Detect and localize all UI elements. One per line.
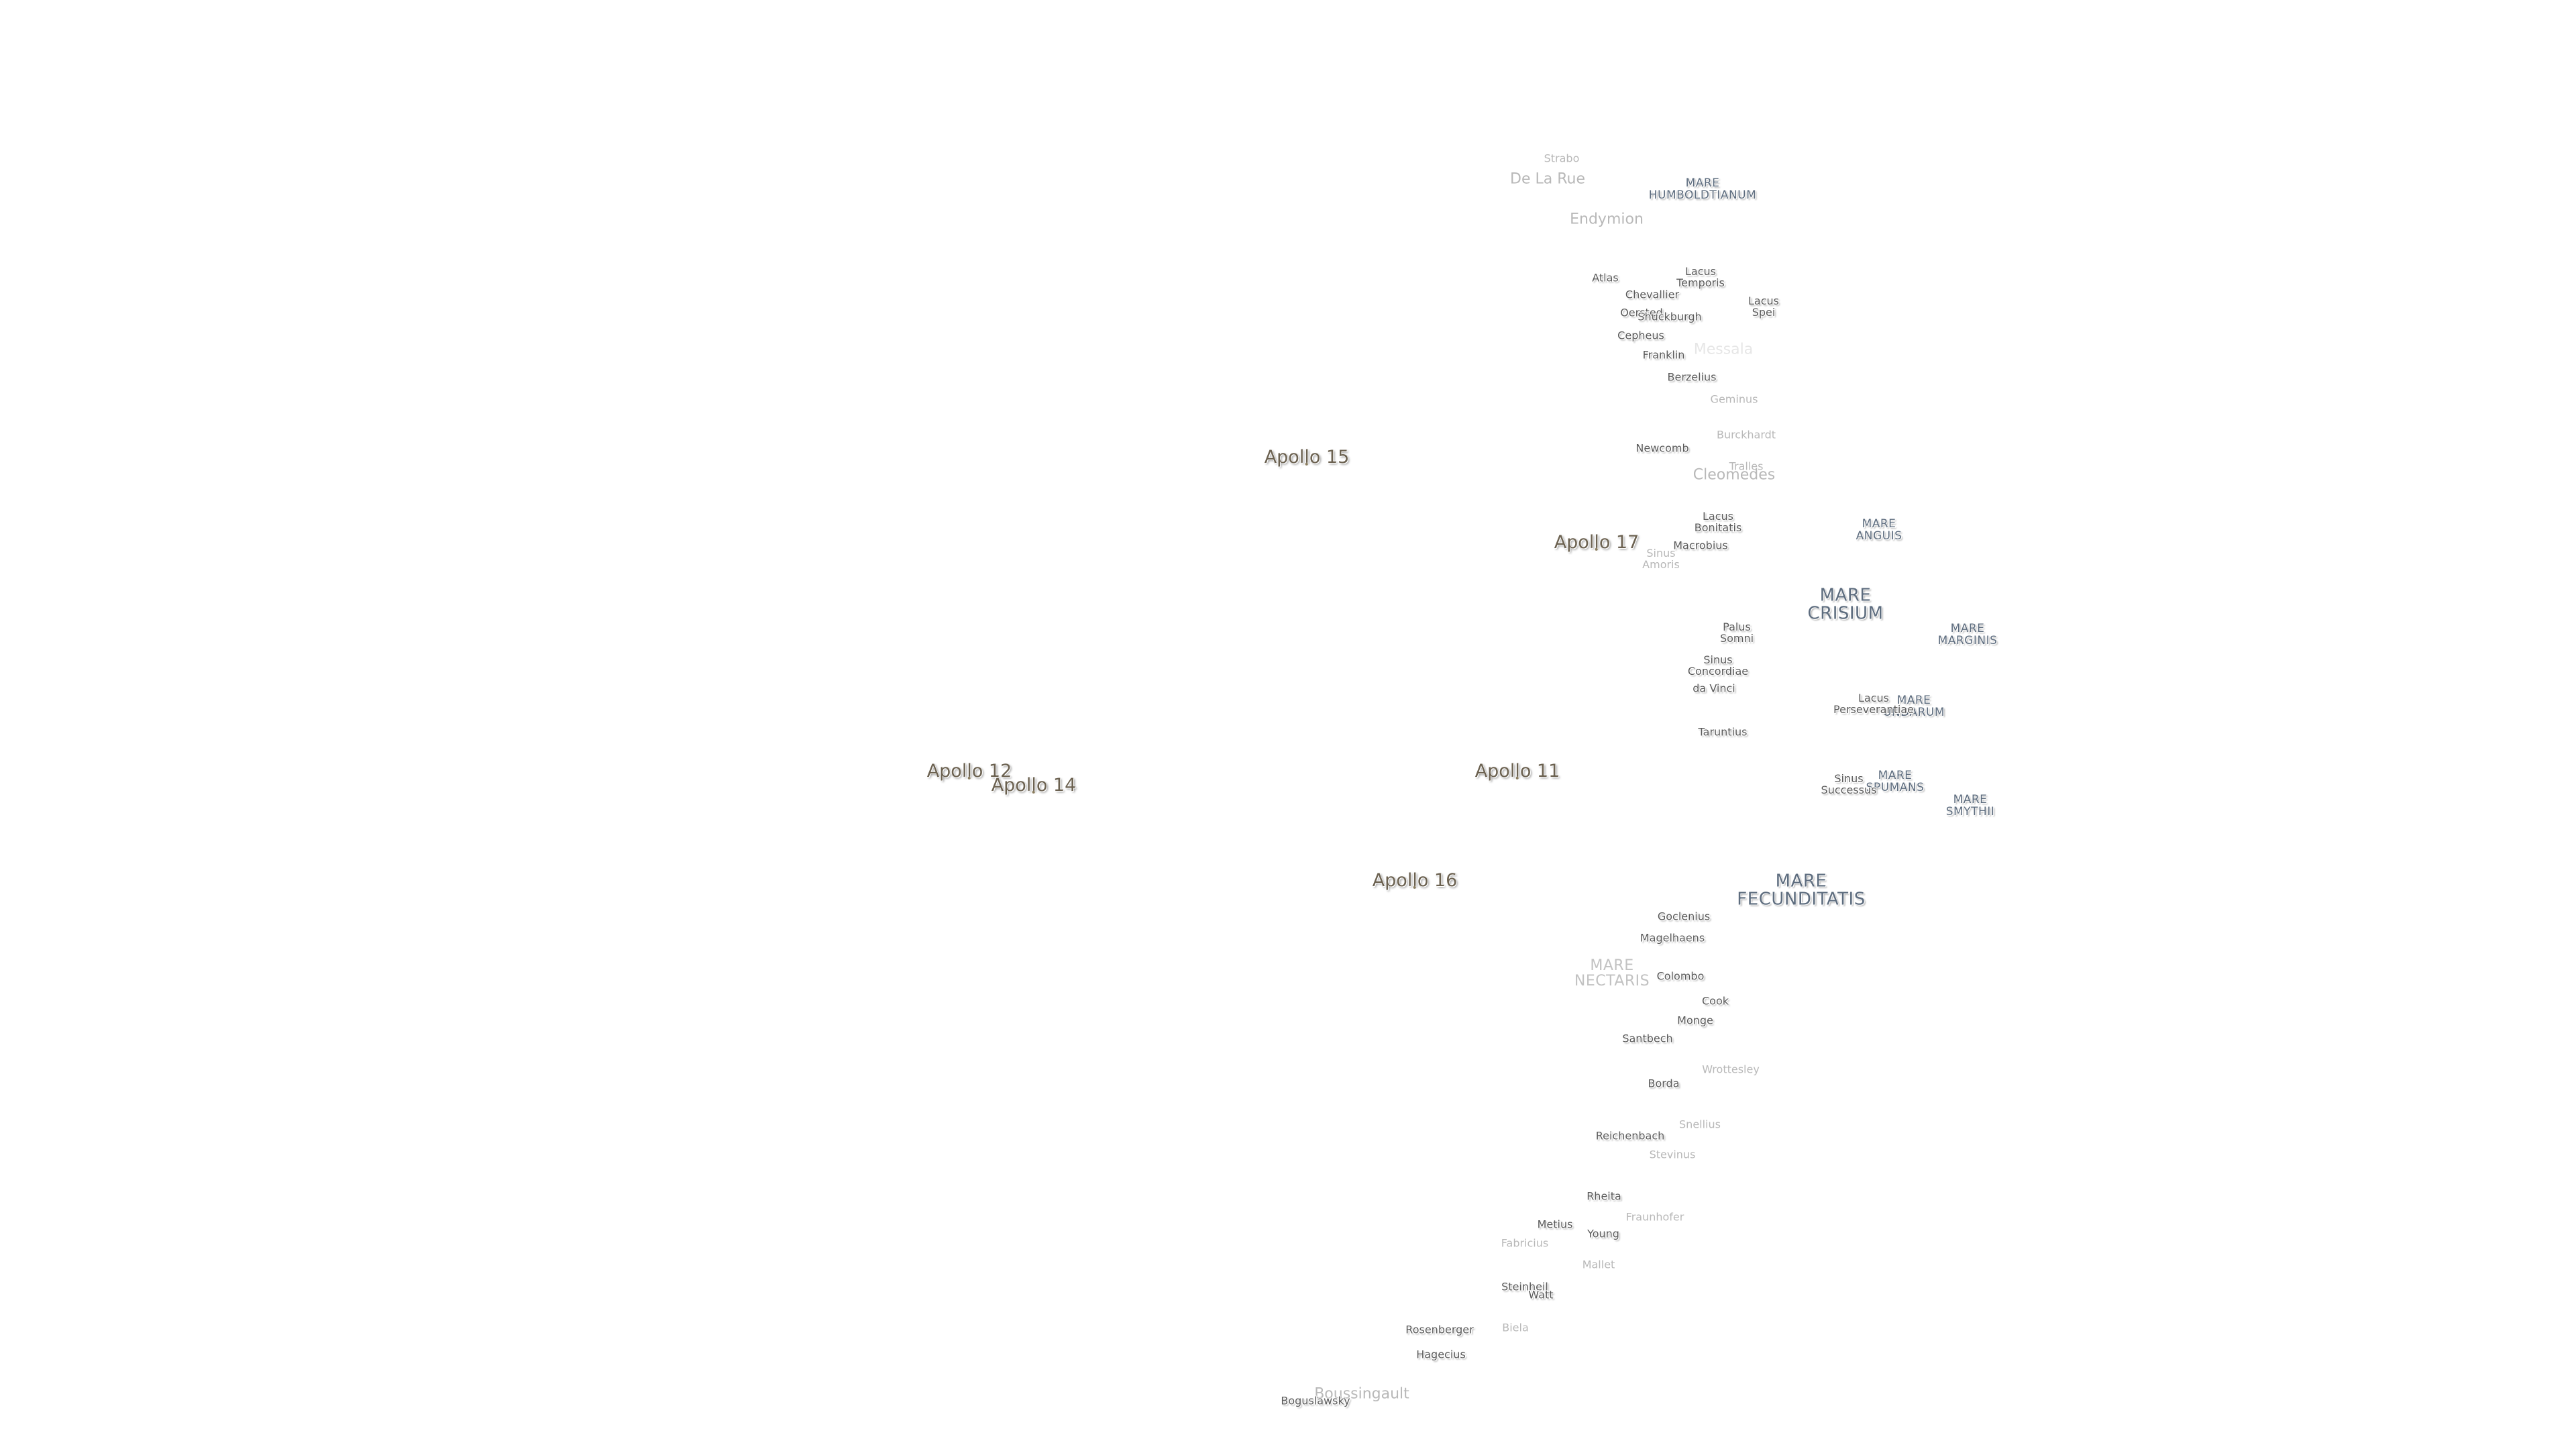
crater-atlas-label[interactable]: Atlas: [1592, 271, 1619, 284]
crater-mallet-label[interactable]: Mallet: [1582, 1258, 1615, 1271]
crater-hagecius-label[interactable]: Hagecius: [1416, 1348, 1466, 1361]
crater-biela-label[interactable]: Biela: [1502, 1321, 1529, 1334]
crater-shuckburgh-label[interactable]: Shuckburgh: [1638, 310, 1702, 323]
crater-cleomedes-label[interactable]: Cleomedes: [1693, 466, 1776, 484]
sinus-concordiae-label[interactable]: Sinus Concordiae: [1687, 653, 1749, 678]
mare-spumans-label[interactable]: MARE SPUMANS: [1866, 769, 1925, 794]
palus-somni-label[interactable]: Palus Somni: [1719, 621, 1754, 645]
crater-berzelius-label[interactable]: Berzelius: [1667, 370, 1717, 384]
crater-reichenbach-label[interactable]: Reichenbach: [1595, 1129, 1665, 1142]
crater-borda-label[interactable]: Borda: [1648, 1077, 1680, 1090]
apollo-17-label[interactable]: Apollo 17: [1554, 531, 1640, 553]
crater-da-vinci-label[interactable]: da Vinci: [1693, 682, 1735, 695]
crater-fabricius-label[interactable]: Fabricius: [1501, 1236, 1549, 1250]
mare-nectaris-label[interactable]: MARE NECTARIS: [1574, 957, 1650, 989]
crater-franklin-label[interactable]: Franklin: [1642, 348, 1685, 362]
lacus-perseverantiae-label[interactable]: Lacus Perseverantiae: [1833, 692, 1914, 716]
sinus-successus-label[interactable]: Sinus Successus: [1821, 772, 1877, 796]
crater-chevallier-label[interactable]: Chevallier: [1625, 288, 1680, 301]
lacus-bonitatis-label[interactable]: Lacus Bonitatis: [1694, 510, 1742, 534]
crater-messala-label[interactable]: Messala: [1693, 341, 1754, 358]
crater-metius-label[interactable]: Metius: [1537, 1218, 1573, 1231]
crater-taruntius-label[interactable]: Taruntius: [1698, 725, 1748, 739]
crater-watt-label[interactable]: Watt: [1528, 1288, 1554, 1301]
crater-burckhardt-label[interactable]: Burckhardt: [1716, 428, 1776, 441]
lacus-spei-label[interactable]: Lacus Spei: [1748, 294, 1779, 319]
crater-magelhaens-label[interactable]: Magelhaens: [1640, 931, 1705, 945]
crater-santbech-label[interactable]: Santbech: [1622, 1032, 1673, 1045]
lacus-temporis-label[interactable]: Lacus Temporis: [1676, 265, 1725, 289]
mare-humboldtianum-label[interactable]: MARE HUMBOLDTIANUM: [1648, 176, 1757, 202]
crater-newcomb-label[interactable]: Newcomb: [1635, 441, 1689, 455]
crater-wrottesley-label[interactable]: Wrottesley: [1702, 1063, 1760, 1076]
apollo-11-label[interactable]: Apollo 11: [1474, 760, 1560, 782]
apollo-15-label[interactable]: Apollo 15: [1264, 446, 1350, 468]
crater-boguslawsky-label[interactable]: Boguslawsky: [1281, 1394, 1350, 1407]
apollo-16-label[interactable]: Apollo 16: [1372, 869, 1458, 891]
crater-rheita-label[interactable]: Rheita: [1587, 1189, 1621, 1203]
crater-macrobius-label[interactable]: Macrobius: [1673, 539, 1728, 552]
mare-undarum-label[interactable]: MARE UNDARUM: [1882, 694, 1945, 719]
crater-steinheil-label[interactable]: Steinheil: [1501, 1280, 1548, 1293]
crater-rosenberger-label[interactable]: Rosenberger: [1405, 1323, 1474, 1336]
apollo-14-label[interactable]: Apollo 14: [991, 774, 1077, 796]
sinus-amoris-label[interactable]: Sinus Amoris: [1642, 547, 1680, 571]
crater-geminus-label[interactable]: Geminus: [1710, 392, 1758, 406]
mare-smythii-label[interactable]: MARE SMYTHII: [1945, 793, 1995, 818]
apollo-12-label[interactable]: Apollo 12: [926, 760, 1012, 782]
crater-fraunhofer-label[interactable]: Fraunhofer: [1625, 1210, 1684, 1224]
mare-fecunditatis-label[interactable]: MARE FECUNDITATIS: [1737, 871, 1866, 910]
crater-cepheus-label[interactable]: Cepheus: [1617, 329, 1664, 342]
crater-monge-label[interactable]: Monge: [1677, 1014, 1713, 1027]
crater-tralles-label[interactable]: Tralles: [1729, 460, 1764, 473]
mare-marginis-label[interactable]: MARE MARGINIS: [1937, 622, 1998, 647]
mare-crisium-label[interactable]: MARE CRISIUM: [1807, 585, 1884, 624]
mare-anguis-label[interactable]: MARE ANGUIS: [1856, 517, 1902, 543]
crater-young-label[interactable]: Young: [1587, 1227, 1619, 1240]
crater-strabo-label[interactable]: Strabo: [1544, 152, 1580, 165]
crater-oersted-label[interactable]: Oersted: [1620, 306, 1663, 319]
crater-cook-label[interactable]: Cook: [1701, 994, 1729, 1008]
crater-boussingault-label[interactable]: Boussingault: [1314, 1385, 1409, 1403]
crater-goclenius-label[interactable]: Goclenius: [1657, 910, 1711, 923]
crater-de-la-rue-label[interactable]: De La Rue: [1510, 170, 1585, 188]
crater-snellius-label[interactable]: Snellius: [1679, 1118, 1721, 1131]
crater-colombo-label[interactable]: Colombo: [1656, 969, 1705, 983]
crater-endymion-label[interactable]: Endymion: [1570, 211, 1644, 228]
crater-stevinus-label[interactable]: Stevinus: [1649, 1148, 1696, 1161]
